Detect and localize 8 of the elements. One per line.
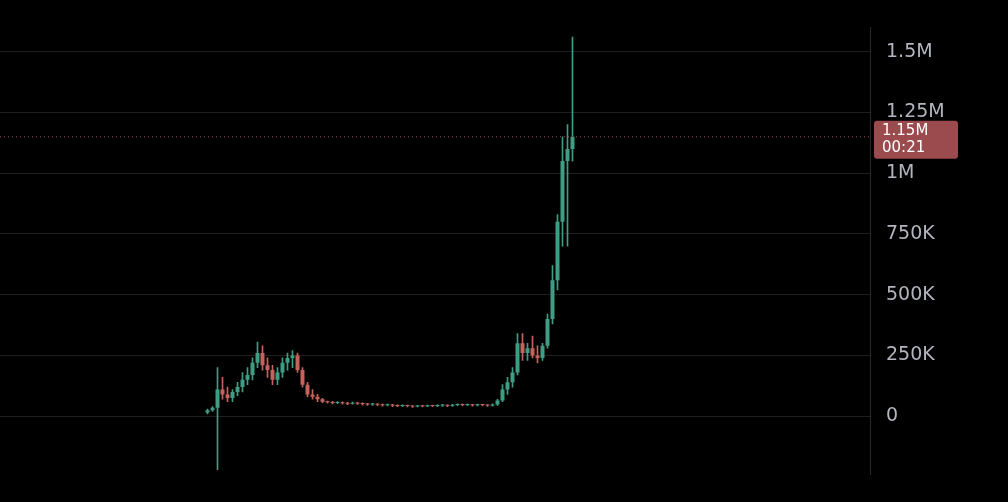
y-tick-label: 750K — [886, 220, 936, 243]
y-tick-label: 1.5M — [886, 38, 933, 61]
y-tick-label: 1M — [886, 160, 915, 183]
y-tick-label: 1.25M — [886, 99, 945, 122]
y-tick-label: 250K — [886, 342, 936, 365]
y-tick-label: 500K — [886, 281, 936, 304]
ref-line-label: 1.15M 00:21 — [882, 121, 929, 157]
y-tick-label: 0 — [886, 403, 899, 426]
